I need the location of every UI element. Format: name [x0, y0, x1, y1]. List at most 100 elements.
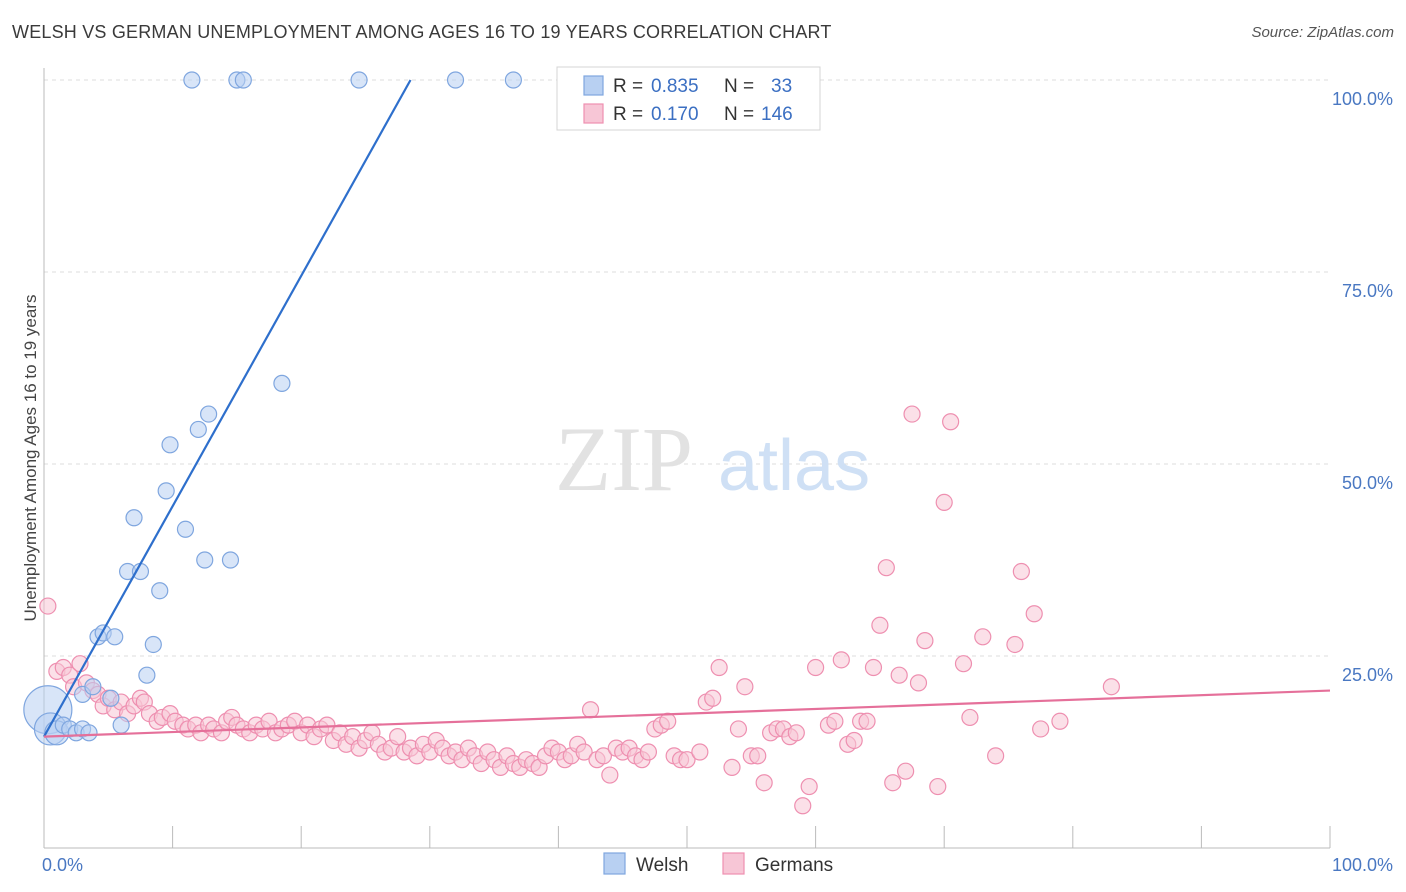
y-tick-label: 25.0%	[1342, 665, 1393, 685]
german-point	[858, 712, 876, 730]
german-point	[1032, 720, 1050, 738]
german-point	[389, 728, 407, 746]
german-point	[594, 747, 613, 765]
welsh-point	[112, 716, 130, 734]
german-point	[639, 743, 658, 761]
german-point	[935, 493, 953, 511]
german-point	[749, 747, 767, 765]
german-point	[39, 597, 57, 615]
german-point	[929, 777, 947, 796]
welsh-point	[196, 551, 214, 569]
german-point	[974, 628, 992, 646]
bottom-legend-germans-label: Germans	[755, 855, 833, 876]
welsh-point	[84, 678, 102, 696]
watermark: ZIP atlas	[555, 408, 870, 510]
german-point	[755, 774, 773, 792]
german-point	[601, 766, 619, 784]
german-point	[800, 777, 818, 796]
legend-germans-n-label: N =	[724, 104, 754, 125]
welsh-point	[157, 482, 175, 500]
welsh-points	[23, 71, 522, 746]
welsh-point	[350, 71, 368, 89]
welsh-point	[183, 71, 201, 89]
german-point	[897, 762, 915, 780]
welsh-point	[125, 509, 143, 527]
welsh-point	[189, 420, 207, 439]
welsh-trendline	[43, 79, 412, 738]
welsh-point	[221, 551, 240, 569]
watermark-zip: ZIP	[555, 408, 693, 510]
legend-germans-swatch	[583, 103, 604, 124]
y-axis-label: Unemployment Among Ages 16 to 19 years	[21, 295, 40, 622]
legend-welsh-swatch	[583, 75, 604, 96]
bottom-legend-welsh-label: Welsh	[636, 855, 688, 876]
german-point	[678, 751, 696, 769]
legend-welsh-r-label: R =	[613, 76, 643, 97]
german-point	[890, 666, 908, 684]
german-point	[871, 616, 889, 634]
welsh-point	[200, 405, 218, 423]
legend-box: R = 0.835 N = 33 R = 0.170 N = 146	[556, 66, 821, 131]
german-point	[826, 712, 844, 730]
german-point	[691, 743, 709, 761]
welsh-point	[80, 724, 98, 742]
german-point	[704, 689, 722, 707]
legend-germans-r-value: 0.170	[651, 104, 699, 125]
legend-welsh-r-value: 0.835	[651, 76, 699, 97]
german-points	[39, 405, 1120, 815]
german-point	[659, 712, 677, 730]
german-point	[806, 658, 825, 677]
welsh-point	[504, 71, 522, 89]
german-point	[832, 651, 850, 669]
welsh-point	[273, 374, 291, 392]
german-point	[794, 797, 812, 815]
german-point	[1102, 678, 1120, 696]
legend-germans-r-label: R =	[613, 104, 643, 125]
chart-title: WELSH VS GERMAN UNEMPLOYMENT AMONG AGES …	[12, 22, 832, 42]
bottom-legend: Welsh Germans	[603, 852, 833, 876]
german-point	[787, 724, 805, 742]
german-point	[961, 708, 979, 727]
german-point	[723, 758, 741, 776]
bottom-legend-welsh-swatch	[603, 852, 626, 875]
source-label: Source: ZipAtlas.com	[1251, 24, 1394, 41]
watermark-atlas: atlas	[718, 426, 870, 506]
german-point	[884, 774, 902, 792]
y-tick-label: 100.0%	[1332, 89, 1393, 109]
german-point	[845, 731, 863, 750]
german-point	[1051, 712, 1069, 730]
welsh-point	[161, 436, 179, 454]
german-point	[581, 701, 600, 719]
welsh-point	[144, 635, 162, 654]
german-point	[864, 658, 883, 677]
bottom-legend-germans-swatch	[722, 852, 745, 875]
german-point	[954, 655, 973, 673]
welsh-point	[102, 689, 120, 707]
x-tick-label: 0.0%	[42, 855, 83, 875]
welsh-point	[138, 666, 156, 684]
y-tick-label: 75.0%	[1342, 281, 1393, 301]
german-point	[710, 658, 728, 677]
german-point	[909, 674, 928, 692]
german-point	[575, 743, 593, 761]
y-tick-label: 50.0%	[1342, 473, 1393, 493]
welsh-point	[234, 71, 252, 89]
german-point	[1025, 605, 1043, 623]
german-point	[916, 632, 934, 650]
german-point	[1012, 562, 1030, 581]
legend-welsh-n-label: N =	[724, 76, 754, 97]
trend-layer	[43, 79, 1331, 738]
german-point	[903, 405, 921, 423]
german-point	[877, 559, 895, 577]
welsh-point	[446, 71, 465, 89]
german-point	[729, 720, 748, 738]
axes-layer: 25.0% 50.0% 75.0% 100.0% 0.0% 100.0%	[42, 68, 1393, 875]
german-point	[987, 747, 1005, 765]
german-point	[1006, 635, 1024, 654]
welsh-point	[106, 628, 124, 646]
legend-germans-n-value: 146	[761, 104, 793, 125]
german-point	[942, 413, 960, 431]
welsh-point	[151, 582, 169, 600]
german-point	[736, 678, 754, 696]
grid-layer	[44, 79, 1330, 657]
